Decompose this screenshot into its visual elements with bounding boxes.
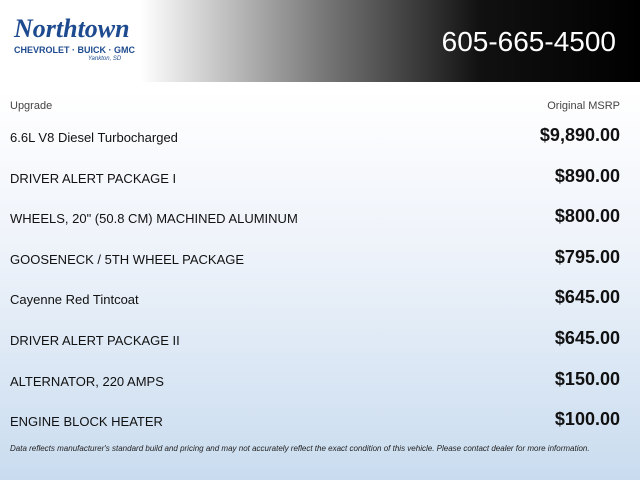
upgrade-name: 6.6L V8 Diesel Turbocharged [10,130,178,145]
upgrade-name: GOOSENECK / 5TH WHEEL PACKAGE [10,251,245,267]
price: $645.00 [554,287,620,308]
price: $890.00 [554,165,620,186]
phone: 605-665-4500 [441,26,616,57]
row: 6.6L V8 Diesel Turbocharged $9,890.00 [10,122,620,152]
row: WHEELS, 20" (50.8 CM) MACHINED ALUMINUM $… [10,203,620,233]
price: $795.00 [554,246,620,267]
disclaimer: Data reflects manufacturer's standard bu… [10,444,590,453]
price: $800.00 [554,206,620,227]
price: $645.00 [554,328,620,348]
row: DRIVER ALERT PACKAGE II $645.00 [10,325,620,355]
upgrade-name: WHEELS, 20" (50.8 CM) MACHINED ALUMINUM [10,211,298,227]
upgrade-name: ENGINE BLOCK HEATER [10,414,163,430]
row: ALTERNATOR, 220 AMPS $150.00 [10,366,620,396]
column-header: Upgrade [10,100,53,112]
row: DRIVER ALERT PACKAGE I $890.00 [10,163,620,193]
upgrade-name: Cayenne Red Tintcoat [10,292,139,308]
header: Northtown CHEVROLET · BUICK · GMC Yankto… [0,0,640,82]
row: Cayenne Red Tintcoat $645.00 [10,284,620,314]
logo-brands: CHEVROLET · BUICK · GMC [14,45,135,55]
column-header: Original MSRP [547,100,620,112]
price: $9,890.00 [539,125,620,145]
price: $100.00 [554,409,620,430]
row: ENGINE BLOCK HEATER $100.00 [10,406,620,436]
row: GOOSENECK / 5TH WHEEL PACKAGE $795.00 [10,244,620,274]
logo-name: Northtown [14,14,130,43]
price: $150.00 [554,368,620,389]
upgrade-name: DRIVER ALERT PACKAGE II [10,333,180,348]
upgrade-name: ALTERNATOR, 220 AMPS [10,373,164,389]
upgrade-name: DRIVER ALERT PACKAGE I [10,170,177,186]
logo-location: Yankton, SD [88,56,122,62]
